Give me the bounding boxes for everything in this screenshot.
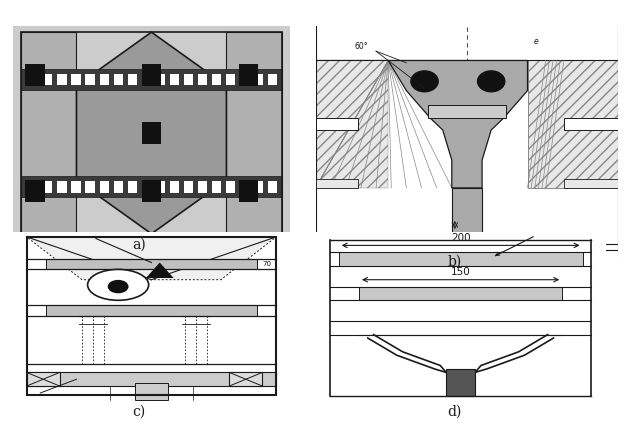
Text: 200: 200: [451, 233, 471, 243]
Bar: [240, 73, 249, 85]
Bar: [226, 73, 235, 85]
Bar: [29, 73, 38, 85]
Bar: [227, 32, 282, 234]
Bar: [254, 181, 263, 193]
Bar: [21, 176, 282, 197]
Ellipse shape: [88, 269, 149, 300]
Bar: [57, 73, 66, 85]
Bar: [114, 73, 122, 85]
Bar: [114, 181, 122, 193]
Bar: [85, 181, 95, 193]
Bar: [127, 73, 137, 85]
Bar: [141, 73, 151, 85]
Bar: [184, 181, 193, 193]
Bar: [184, 73, 193, 85]
Bar: [212, 73, 221, 85]
Bar: [359, 287, 562, 300]
Polygon shape: [388, 60, 528, 188]
Bar: [564, 118, 618, 130]
Bar: [71, 181, 81, 193]
Bar: [239, 180, 258, 202]
Bar: [142, 180, 161, 202]
Bar: [170, 181, 179, 193]
Text: b): b): [447, 255, 461, 269]
Polygon shape: [146, 263, 174, 278]
Circle shape: [109, 281, 128, 293]
Bar: [27, 372, 60, 386]
Bar: [452, 188, 482, 239]
Circle shape: [411, 71, 438, 92]
Bar: [198, 181, 207, 193]
Bar: [44, 73, 52, 85]
Bar: [21, 69, 282, 90]
Bar: [316, 60, 388, 188]
Bar: [528, 60, 618, 188]
Text: 70: 70: [262, 261, 271, 267]
Bar: [239, 64, 258, 86]
Text: 150: 150: [451, 267, 471, 277]
Bar: [212, 181, 221, 193]
Polygon shape: [76, 32, 227, 234]
Bar: [198, 73, 207, 85]
Bar: [27, 372, 276, 386]
Text: e: e: [534, 37, 538, 46]
Text: 60°: 60°: [355, 42, 369, 51]
Bar: [135, 383, 168, 400]
Bar: [25, 64, 45, 86]
Text: d): d): [447, 405, 461, 419]
Bar: [339, 252, 582, 266]
Bar: [71, 73, 81, 85]
Bar: [446, 369, 475, 396]
Bar: [268, 181, 277, 193]
Text: a): a): [132, 238, 146, 252]
Circle shape: [478, 71, 505, 92]
Bar: [268, 73, 277, 85]
Polygon shape: [27, 237, 276, 280]
Bar: [156, 181, 165, 193]
Bar: [127, 181, 137, 193]
Bar: [142, 64, 161, 86]
Bar: [156, 73, 165, 85]
Bar: [229, 372, 262, 386]
Bar: [46, 259, 257, 269]
Bar: [316, 178, 358, 188]
Bar: [21, 32, 76, 234]
Bar: [85, 73, 95, 85]
Text: c): c): [133, 405, 145, 419]
Bar: [46, 305, 257, 316]
Bar: [240, 181, 249, 193]
Bar: [57, 181, 66, 193]
Bar: [428, 105, 506, 118]
Bar: [100, 181, 109, 193]
Bar: [44, 181, 52, 193]
Bar: [170, 73, 179, 85]
Bar: [226, 181, 235, 193]
Bar: [141, 181, 151, 193]
Bar: [254, 73, 263, 85]
Bar: [100, 73, 109, 85]
Bar: [25, 180, 45, 202]
Bar: [142, 122, 161, 144]
Bar: [29, 181, 38, 193]
Bar: [564, 178, 618, 188]
Bar: [316, 118, 358, 130]
